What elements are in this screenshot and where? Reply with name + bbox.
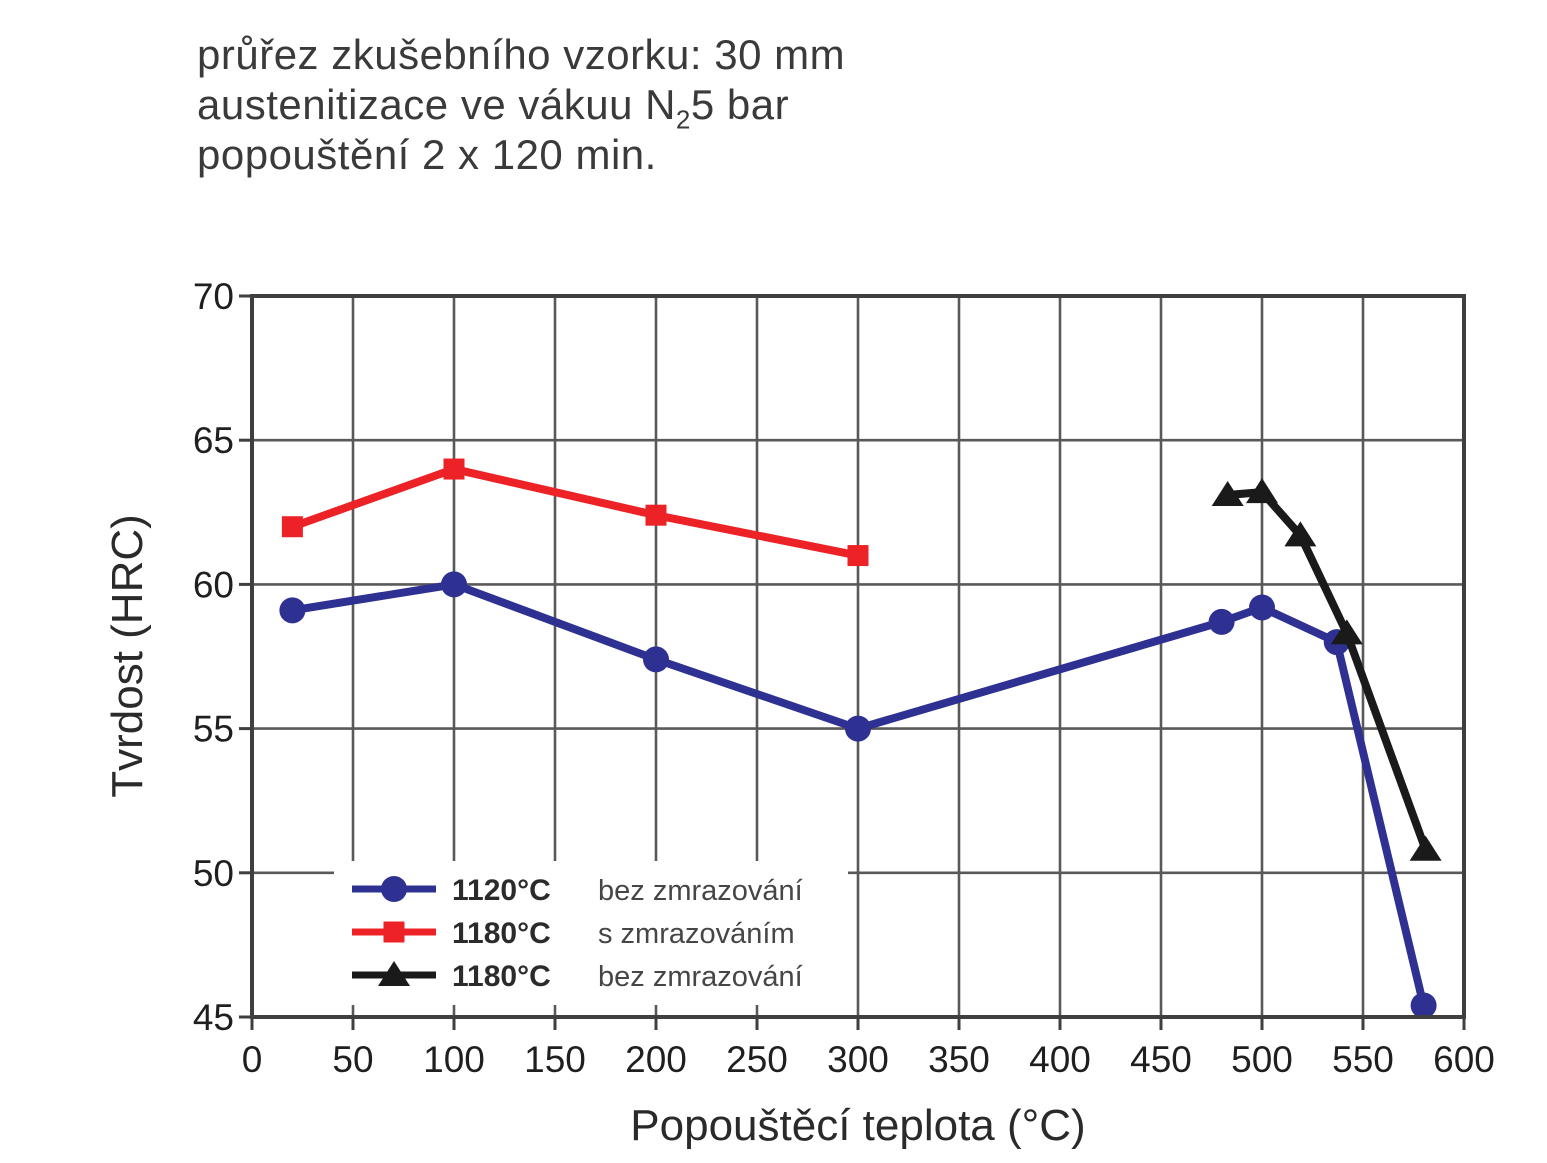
triangle-marker — [1284, 521, 1317, 547]
series-line — [288, 465, 862, 560]
square-icon — [383, 921, 405, 943]
y-tick-label: 70 — [193, 276, 234, 317]
x-tick-label: 150 — [524, 1039, 586, 1080]
annotation-line-2: austenitizace ve vákuu N25 bar — [197, 80, 845, 132]
circle-marker — [643, 646, 669, 673]
x-tick-label: 400 — [1029, 1039, 1091, 1080]
x-axis-title: Popouštěcí teplota (°C) — [630, 1101, 1085, 1150]
series-line — [288, 580, 1428, 1010]
series-3-triangle — [1211, 478, 1442, 861]
x-tick-label: 0 — [242, 1039, 263, 1080]
circle-marker — [441, 571, 467, 598]
x-tick-label: 450 — [1130, 1039, 1192, 1080]
circle-marker — [279, 597, 306, 624]
x-tick-label: 100 — [423, 1039, 485, 1080]
series-1-circle — [279, 571, 1437, 1019]
legend-series-name: 1180°C — [452, 917, 551, 950]
series-line — [1223, 488, 1430, 854]
x-tick-label: 250 — [726, 1039, 788, 1080]
annotation-line-2-suffix: 5 bar — [690, 81, 790, 128]
y-tick-label: 60 — [193, 564, 234, 605]
square-marker — [281, 516, 303, 538]
legend-series-description: bez zmrazování — [598, 961, 803, 993]
circle-marker — [1208, 608, 1235, 635]
y-tick-label: 55 — [193, 709, 234, 750]
x-tick-label: 50 — [332, 1039, 373, 1080]
circle-marker — [845, 715, 871, 742]
x-tick-label: 350 — [928, 1039, 990, 1080]
legend — [352, 876, 436, 986]
chart-annotation: průřez zkušebního vzorku: 30 mm austenit… — [197, 30, 845, 180]
annotation-line-2-text: austenitizace ve vákuu N — [197, 81, 676, 128]
y-tick-label: 65 — [193, 420, 234, 461]
legend-series-name: 1180°C — [452, 960, 551, 993]
y-tick-label: 45 — [193, 997, 234, 1038]
circle-marker — [1249, 594, 1275, 621]
annotation-line-3: popouštění 2 x 120 min. — [197, 131, 657, 178]
legend-series-name: 1120°C — [452, 874, 551, 907]
series-2-square — [281, 458, 869, 567]
circle-marker — [1410, 992, 1437, 1019]
triangle-marker — [1409, 835, 1442, 861]
x-tick-label: 300 — [827, 1039, 889, 1080]
annotation-line-2-subscript: 2 — [675, 104, 691, 135]
triangle-marker — [1211, 480, 1244, 506]
legend-series-description: s zmrazováním — [598, 918, 795, 950]
triangle-icon — [378, 961, 410, 986]
square-marker — [847, 545, 869, 567]
triangle-marker — [1330, 619, 1363, 645]
y-axis-title: Tvrdost (HRC) — [103, 514, 152, 798]
circle-icon — [381, 876, 407, 902]
legend-item-2 — [352, 921, 436, 943]
tick-marks — [239, 294, 1466, 1030]
triangle-marker — [1246, 478, 1278, 504]
y-tick-label: 50 — [193, 853, 234, 894]
x-tick-label: 500 — [1231, 1039, 1293, 1080]
legend-series-description: bez zmrazování — [598, 875, 803, 907]
annotation-line-1: průřez zkušebního vzorku: 30 mm — [197, 31, 846, 78]
square-marker — [645, 504, 667, 526]
x-tick-label: 200 — [625, 1039, 687, 1080]
x-tick-label: 550 — [1332, 1039, 1394, 1080]
x-tick-label: 600 — [1433, 1039, 1495, 1080]
legend-item-3 — [352, 961, 436, 986]
square-marker — [443, 458, 465, 480]
legend-item-1 — [352, 876, 436, 902]
